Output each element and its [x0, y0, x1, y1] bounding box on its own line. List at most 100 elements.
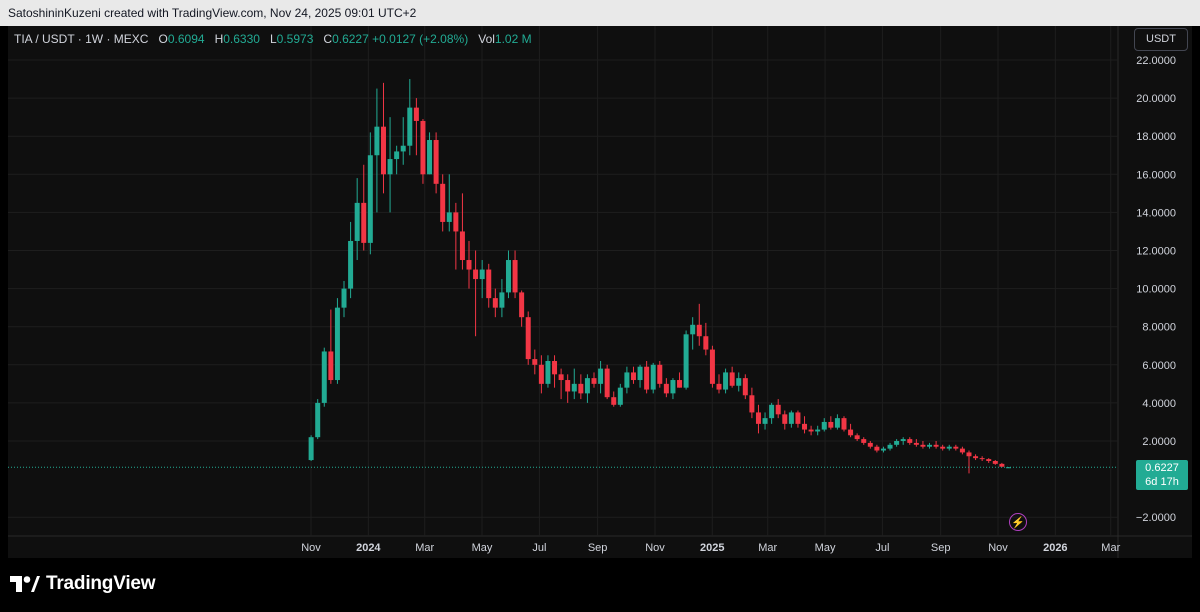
candle-body[interactable]	[374, 126, 380, 156]
candle-body[interactable]	[558, 374, 564, 381]
candle-body[interactable]	[459, 231, 465, 261]
candle-body[interactable]	[644, 366, 650, 390]
candle-body[interactable]	[913, 442, 919, 445]
candle-body[interactable]	[499, 292, 505, 308]
candle-body[interactable]	[413, 107, 419, 121]
candle-body[interactable]	[486, 269, 492, 299]
lightning-icon[interactable]: ⚡	[1009, 513, 1027, 531]
candle-body[interactable]	[571, 383, 577, 392]
candle-body[interactable]	[387, 159, 393, 175]
candle-body[interactable]	[466, 260, 472, 270]
candle-body[interactable]	[505, 260, 511, 293]
chart-frame[interactable]: 22.0000 20.0000 18.0000 16.0000 14.0000 12.00…	[8, 26, 1192, 558]
candle-body[interactable]	[348, 240, 354, 289]
candle-body[interactable]	[315, 402, 321, 438]
candle-body[interactable]	[341, 288, 347, 308]
candle-body[interactable]	[492, 298, 498, 308]
candle-body[interactable]	[308, 437, 314, 461]
candle-body[interactable]	[321, 351, 327, 403]
candle-body[interactable]	[1005, 467, 1011, 469]
candle-body[interactable]	[479, 269, 485, 280]
candle-body[interactable]	[848, 429, 854, 436]
candle-body[interactable]	[782, 414, 788, 424]
candle-body[interactable]	[966, 452, 972, 457]
candle-body[interactable]	[821, 421, 827, 430]
candle-body[interactable]	[900, 439, 906, 441]
candle-body[interactable]	[420, 120, 426, 175]
candle-body[interactable]	[367, 155, 373, 243]
candle-body[interactable]	[663, 383, 669, 394]
candle-body[interactable]	[755, 412, 761, 424]
candle-body[interactable]	[933, 444, 939, 447]
candle-body[interactable]	[552, 360, 558, 375]
candle-body[interactable]	[894, 441, 900, 445]
candle-body[interactable]	[427, 140, 433, 175]
candle-body[interactable]	[690, 324, 696, 335]
candle-body[interactable]	[979, 458, 985, 460]
candle-body[interactable]	[828, 421, 834, 428]
candle-body[interactable]	[453, 212, 459, 232]
candle-body[interactable]	[361, 202, 367, 243]
candle-body[interactable]	[696, 324, 702, 337]
candle-body[interactable]	[637, 366, 643, 381]
candle-body[interactable]	[959, 448, 965, 453]
candle-body[interactable]	[394, 151, 400, 160]
candle-body[interactable]	[907, 439, 913, 443]
candle-body[interactable]	[769, 404, 775, 419]
candle-body[interactable]	[525, 317, 531, 360]
candle-body[interactable]	[657, 364, 663, 384]
candle-body[interactable]	[598, 368, 604, 384]
candle-body[interactable]	[591, 378, 597, 384]
candle-body[interactable]	[887, 444, 893, 449]
candle-body[interactable]	[473, 269, 479, 280]
candle-body[interactable]	[973, 456, 979, 459]
candle-body[interactable]	[788, 412, 794, 424]
candle-body[interactable]	[354, 202, 360, 241]
candle-body[interactable]	[532, 359, 538, 365]
candle-body[interactable]	[512, 260, 518, 293]
candle-body[interactable]	[841, 418, 847, 430]
candle-body[interactable]	[604, 368, 610, 398]
candle-body[interactable]	[630, 372, 636, 381]
candle-body[interactable]	[927, 444, 933, 447]
symbol-info[interactable]: TIA / USDT · 1W · MEXC	[14, 32, 149, 46]
candle-body[interactable]	[650, 364, 656, 390]
candle-body[interactable]	[749, 395, 755, 413]
candle-body[interactable]	[565, 380, 571, 392]
candle-body[interactable]	[742, 378, 748, 396]
candle-body[interactable]	[867, 442, 873, 447]
candle-body[interactable]	[854, 435, 860, 440]
candle-body[interactable]	[519, 292, 525, 318]
candle-body[interactable]	[380, 126, 386, 175]
candle-body[interactable]	[446, 212, 452, 222]
candle-body[interactable]	[670, 380, 676, 394]
candle-body[interactable]	[617, 387, 623, 405]
candle-body[interactable]	[723, 372, 729, 390]
candle-body[interactable]	[716, 383, 722, 390]
candle-body[interactable]	[407, 107, 413, 146]
candle-body[interactable]	[683, 334, 689, 388]
candle-body[interactable]	[762, 418, 768, 424]
candle-body[interactable]	[992, 461, 998, 464]
candle-body[interactable]	[775, 404, 781, 415]
candle-body[interactable]	[433, 140, 439, 184]
candle-body[interactable]	[874, 446, 880, 451]
currency-button[interactable]: USDT	[1134, 28, 1188, 51]
price-chart[interactable]: 22.0000 20.0000 18.0000 16.0000 14.0000 12.00…	[8, 26, 1192, 558]
candle-body[interactable]	[538, 364, 544, 384]
candle-body[interactable]	[578, 383, 584, 394]
candle-body[interactable]	[802, 423, 808, 430]
candle-body[interactable]	[611, 397, 617, 405]
candle-body[interactable]	[334, 307, 340, 381]
candle-body[interactable]	[815, 429, 821, 432]
candle-body[interactable]	[940, 446, 946, 449]
candle-body[interactable]	[946, 446, 952, 449]
candle-body[interactable]	[729, 372, 735, 386]
candle-body[interactable]	[834, 418, 840, 428]
candle-body[interactable]	[861, 439, 867, 443]
candle-body[interactable]	[677, 380, 683, 388]
candle-body[interactable]	[795, 412, 801, 424]
candle-body[interactable]	[986, 459, 992, 462]
candle-body[interactable]	[953, 446, 959, 449]
candle-body[interactable]	[736, 378, 742, 386]
